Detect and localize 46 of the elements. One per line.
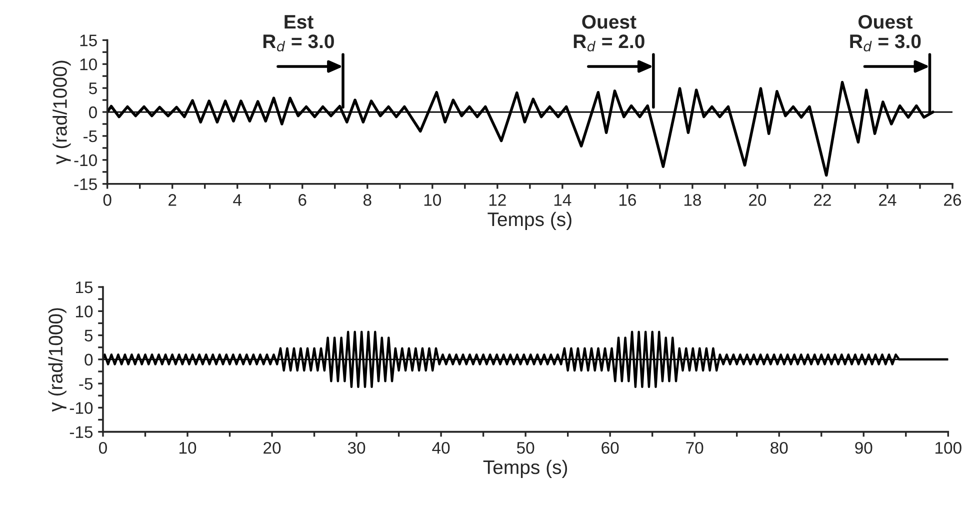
x-tick-label: 14	[554, 194, 572, 206]
x-tick-label: 50	[516, 442, 534, 454]
y-tick-label: 15	[76, 282, 93, 294]
x-tick-label: 10	[180, 442, 196, 454]
y-tick-label: 0	[89, 106, 97, 118]
y-tick-label: -10	[74, 154, 97, 166]
x-tick-label: 70	[686, 442, 704, 454]
x-tick-label: 20	[749, 194, 766, 206]
y-tick-label: 0	[84, 354, 93, 366]
y-tick-label: -15	[70, 426, 93, 438]
x-tick-label: 10	[424, 194, 442, 206]
y-tick-label: -15	[74, 178, 97, 190]
y-tick-label: 5	[89, 82, 97, 94]
y-tick-label: 10	[76, 306, 93, 318]
x-tick-label: 100	[936, 442, 962, 454]
x-axis-title: Temps (s)	[488, 212, 572, 230]
y-tick-label: 5	[84, 330, 93, 342]
x-tick-label: 30	[348, 442, 366, 454]
y-tick-label: -5	[84, 130, 97, 142]
y-tick-label: 15	[80, 34, 97, 46]
x-tick-label: 0	[103, 194, 112, 206]
y-tick-label: -10	[70, 402, 93, 414]
x-tick-label: 8	[363, 194, 372, 206]
x-tick-label: 0	[99, 442, 107, 454]
y-tick-label: -5	[79, 378, 93, 390]
x-tick-label: 4	[233, 194, 242, 206]
annotation: Ouest R$_{d}$ = 2.0	[574, 14, 644, 52]
x-tick-label: 2	[168, 194, 176, 206]
x-tick-label: 24	[879, 194, 896, 206]
annotation: Ouest R$_{d}$ = 3.0	[850, 14, 921, 52]
annotation: Est R$_{d}$ = 3.0	[263, 15, 334, 52]
y-axis-title: γ (rad/1000)	[48, 308, 66, 412]
x-tick-label: 22	[814, 194, 831, 206]
x-tick-label: 26	[944, 194, 962, 206]
x-tick-label: 20	[264, 442, 281, 454]
x-tick-label: 60	[602, 442, 619, 454]
x-tick-label: 40	[432, 442, 450, 454]
y-axis-title: γ (rad/1000)	[52, 60, 71, 164]
x-axis-title: Temps (s)	[483, 460, 568, 478]
x-tick-label: 18	[684, 194, 701, 206]
x-tick-label: 12	[489, 194, 506, 206]
x-tick-label: 80	[770, 442, 788, 454]
x-tick-label: 90	[855, 442, 872, 454]
x-tick-label: 6	[298, 194, 306, 206]
x-tick-label: 16	[619, 194, 636, 206]
y-tick-label: 10	[80, 58, 97, 70]
